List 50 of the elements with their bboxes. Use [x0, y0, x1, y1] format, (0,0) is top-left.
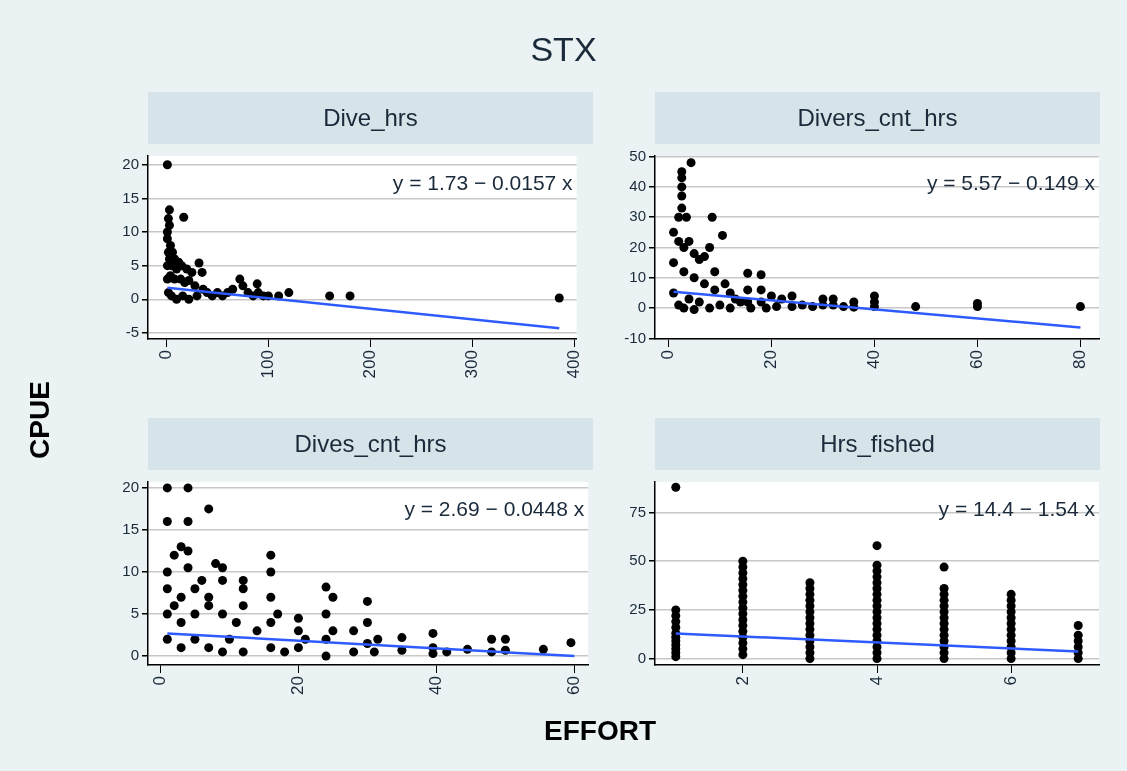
y-tick-label: 30 [629, 207, 646, 225]
x-tick-label: 0 [150, 676, 170, 686]
x-tick-label: 80 [1070, 350, 1090, 369]
y-tick-label: 40 [629, 177, 646, 195]
y-tick-label: 0 [130, 646, 139, 664]
x-tick-label: 300 [462, 350, 482, 379]
x-tick-label: 20 [288, 676, 308, 695]
y-tick-label: 50 [629, 146, 646, 164]
x-tick-label: 0 [658, 350, 678, 360]
y-tick-label: 5 [130, 255, 139, 273]
y-tick-label: 25 [629, 600, 646, 618]
x-axis-title: EFFORT [543, 715, 657, 747]
chart-subtitle: Hrs_fished [655, 418, 1100, 470]
annotation: y = 2.69 − 0.0448 x [404, 497, 585, 521]
chart-title: STX [529, 30, 598, 69]
x-tick-label: 6 [1000, 676, 1020, 686]
x-tick-label: 2 [732, 676, 752, 686]
x-tick-label: 40 [426, 676, 446, 695]
y-tick-label: 15 [122, 188, 139, 206]
annotation: y = 5.57 − 0.149 x [926, 171, 1096, 195]
x-tick-label: 200 [360, 350, 380, 379]
y-tick-label: 50 [629, 551, 646, 569]
chart-subtitle: Divers_cnt_hrs [655, 92, 1100, 144]
chart-subtitle: Dives_cnt_hrs [148, 418, 593, 470]
x-tick-label: 40 [864, 350, 884, 369]
chart-subtitle: Dive_hrs [148, 92, 593, 144]
y-axis-title: CPUE [24, 381, 56, 459]
x-tick-label: 0 [156, 350, 176, 360]
x-tick-label: 60 [564, 676, 584, 695]
y-tick-label: -5 [125, 323, 139, 341]
y-tick-label: 10 [629, 267, 646, 285]
y-tick-label: 15 [122, 520, 139, 538]
x-tick-label: 100 [258, 350, 278, 379]
y-tick-label: 0 [130, 289, 139, 307]
x-tick-label: 4 [866, 676, 886, 686]
y-tick-label: 75 [629, 502, 646, 520]
y-tick-label: -10 [624, 328, 646, 346]
y-tick-label: 10 [122, 222, 139, 240]
y-tick-label: 20 [629, 237, 646, 255]
y-tick-label: 0 [637, 298, 646, 316]
x-tick-label: 400 [564, 350, 584, 379]
y-tick-label: 0 [637, 648, 646, 666]
y-tick-label: 5 [130, 604, 139, 622]
y-tick-label: 20 [122, 478, 139, 496]
annotation: y = 14.4 − 1.54 x [938, 497, 1096, 521]
y-tick-label: 10 [122, 562, 139, 580]
x-tick-label: 60 [967, 350, 987, 369]
x-tick-label: 20 [761, 350, 781, 369]
annotation: y = 1.73 − 0.0157 x [392, 171, 574, 195]
y-tick-label: 20 [122, 154, 139, 172]
